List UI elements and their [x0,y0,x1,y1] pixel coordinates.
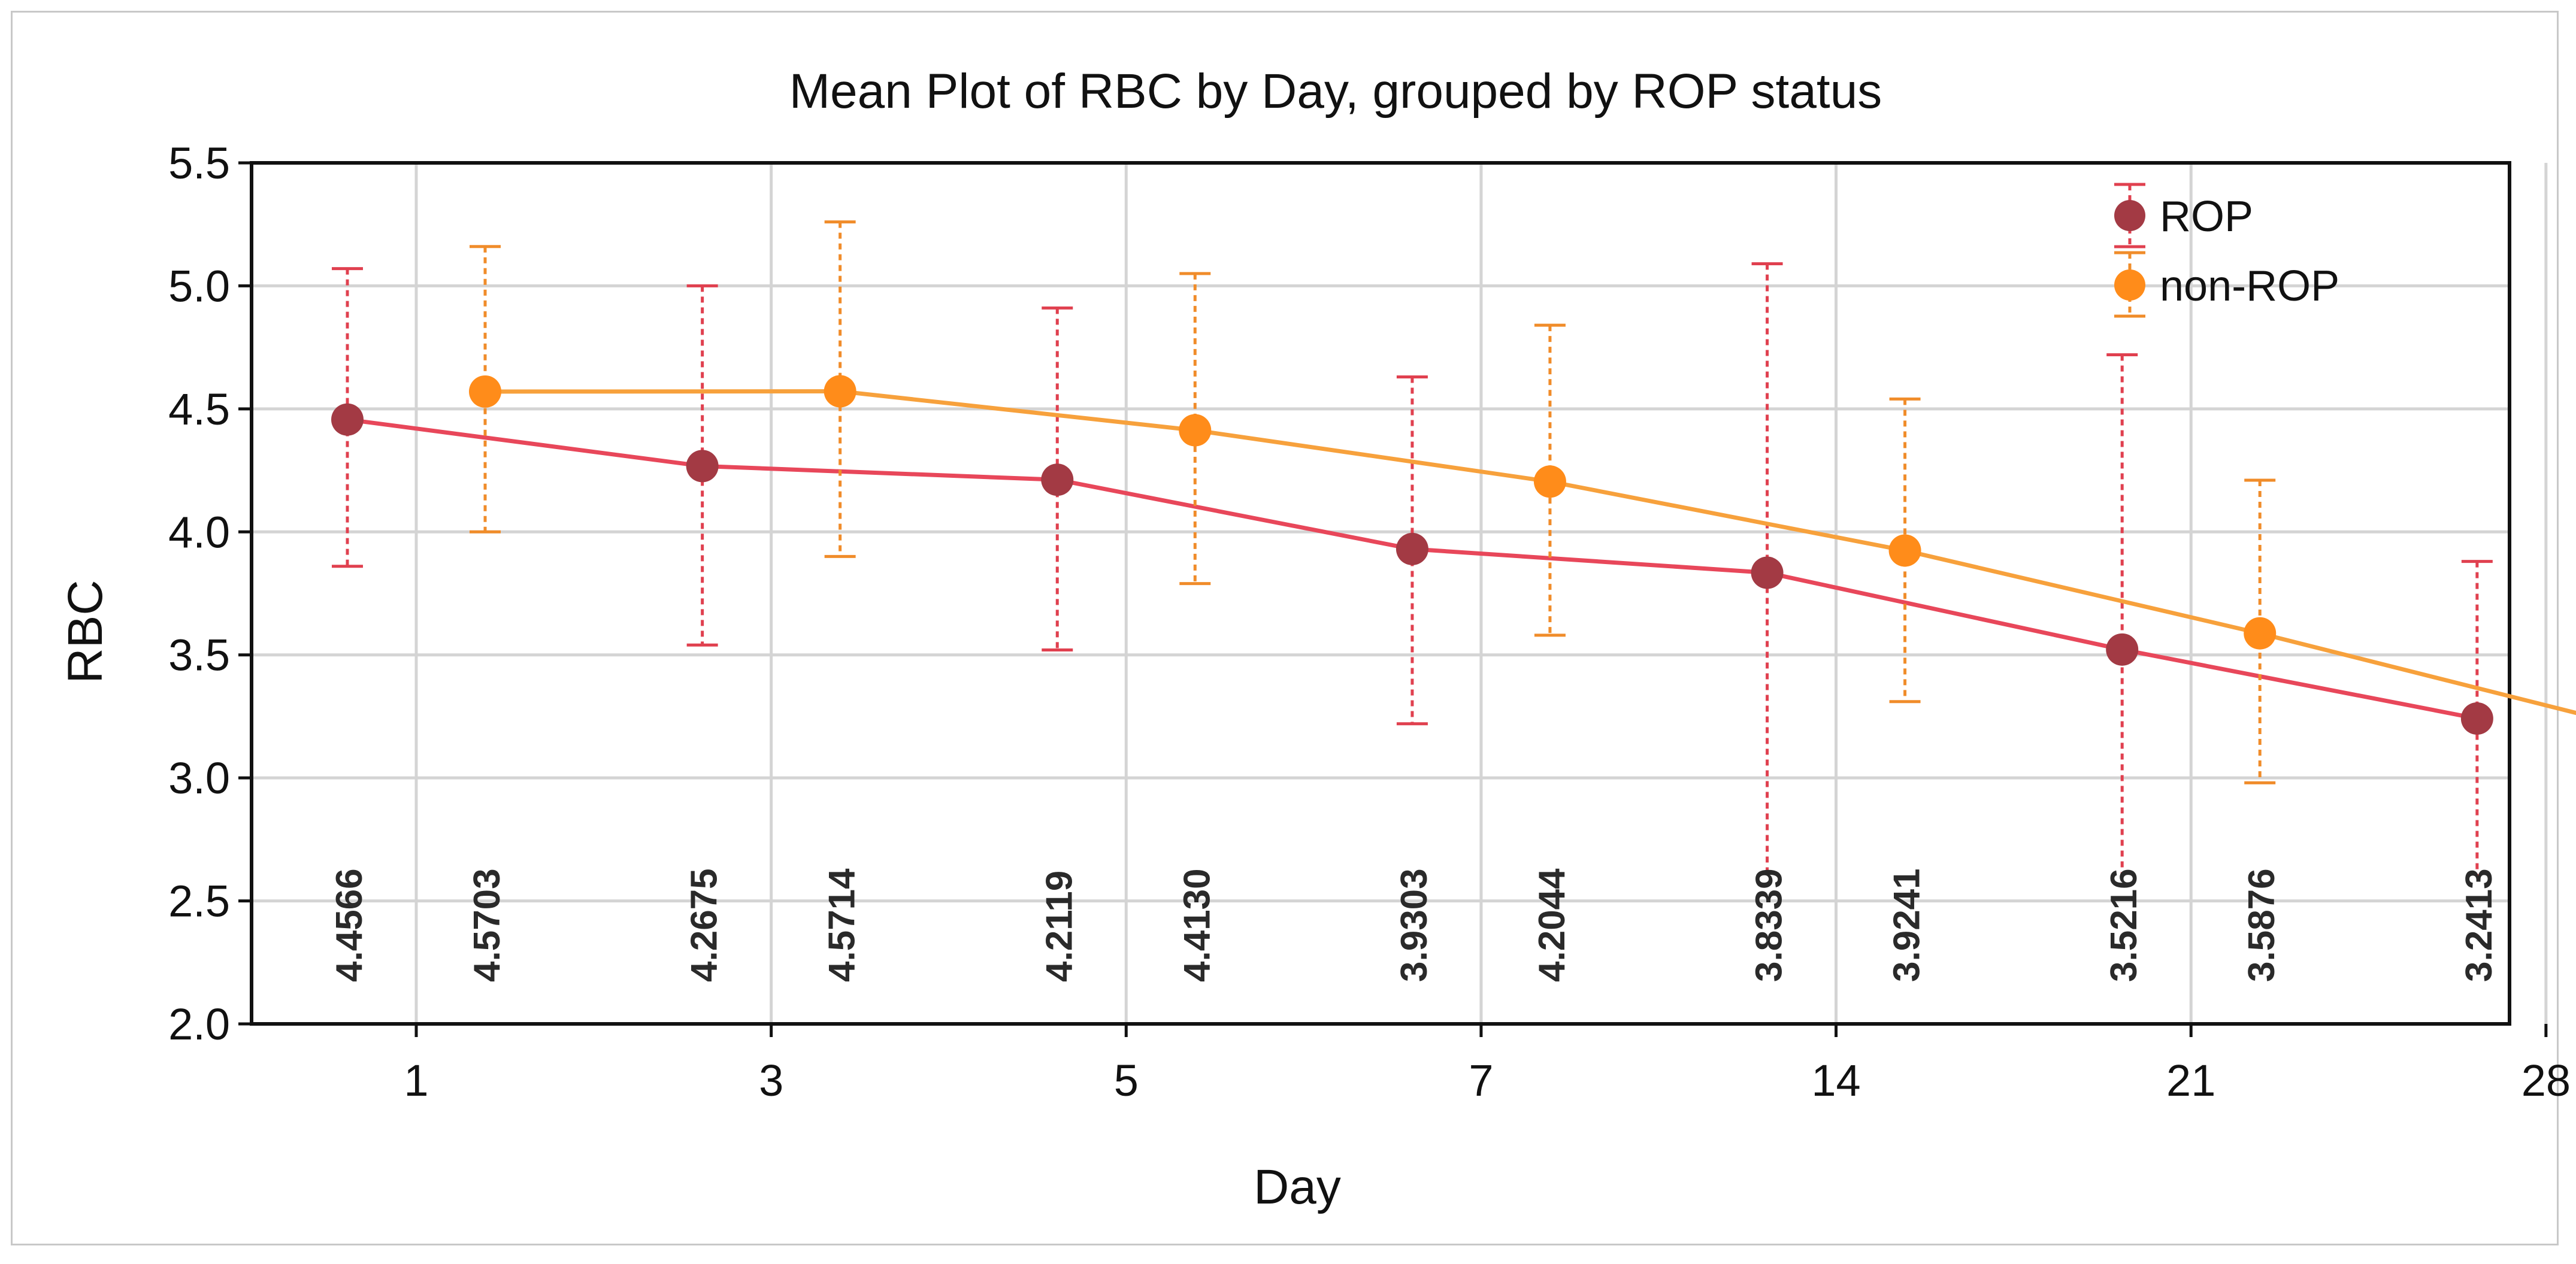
y-tick-label-0: 2.0 [168,999,230,1049]
data-label-rop-5: 3.5216 [2103,868,2145,982]
series-non-rop [469,220,2576,784]
legend-non-rop-label: non-ROP [2160,262,2339,310]
x-tick-label-3: 7 [1469,1056,1493,1105]
point-non-rop-5 [2244,617,2277,650]
data-label-rop-1: 4.2675 [684,868,725,982]
data-label-non-rop-2: 4.4130 [1176,868,1218,982]
point-rop-5 [2106,633,2139,666]
legend-non-rop-marker [2114,269,2145,301]
x-tick-label-0: 1 [404,1056,428,1105]
y-tick-label-5: 4.5 [168,384,230,434]
point-rop-0 [331,403,364,436]
legend: ROP non-ROP [2114,183,2339,318]
series-layer [331,220,2576,877]
y-tick-label-7: 5.5 [168,138,230,188]
point-non-rop-2 [1179,414,1212,447]
data-label-rop-3: 3.9303 [1394,868,1435,982]
point-non-rop-4 [1888,534,1921,567]
chart-title: Mean Plot of RBC by Day, grouped by ROP … [789,64,1882,119]
point-rop-1 [686,450,719,483]
axis-ticks: 2.0 2.5 3.0 3.5 4.0 4.5 5.0 5.5 1 3 5 7 14 21 28 [168,138,2571,1105]
data-label-rop-2: 4.2119 [1039,871,1080,982]
y-tick-label-6: 5.0 [168,261,230,311]
point-rop-6 [2460,702,2493,735]
point-rop-4 [1751,556,1784,589]
point-non-rop-0 [469,375,501,408]
legend-item-rop: ROP [2114,183,2253,248]
data-label-non-rop-3: 4.2044 [1531,868,1573,982]
x-tick-label-1: 3 [759,1056,783,1105]
data-label-non-rop-4: 3.9241 [1887,868,1928,982]
y-tick-label-4: 4.0 [168,507,230,557]
legend-rop-marker [2114,200,2145,231]
y-tick-label-2: 3.0 [168,753,230,803]
data-label-non-rop-0: 4.5703 [467,868,508,982]
data-labels: 4.4566 4.2675 4.2119 3.9303 3.8339 3.5216 3.24… [329,868,2500,982]
series-rop [331,262,2493,877]
y-axis-label: RBC [58,580,113,683]
point-rop-3 [1396,532,1428,565]
data-label-non-rop-1: 4.5714 [822,868,863,982]
y-tick-label-3: 3.5 [168,631,230,680]
x-tick-label-6: 28 [2521,1056,2571,1105]
x-tick-label-2: 5 [1114,1056,1139,1105]
point-rop-2 [1041,463,1074,496]
data-label-rop-4: 3.8339 [1749,868,1790,982]
point-non-rop-3 [1533,465,1566,498]
y-tick-label-1: 2.5 [168,877,230,926]
legend-rop-label: ROP [2160,193,2253,241]
data-label-rop-6: 3.2413 [2459,868,2500,982]
plot-frame [250,161,2511,1026]
legend-item-non-rop: non-ROP [2114,251,2339,318]
x-tick-label-5: 21 [2166,1056,2215,1105]
data-label-rop-0: 4.4566 [329,868,370,982]
point-non-rop-1 [824,375,856,408]
data-label-non-rop-5: 3.5876 [2241,868,2283,982]
x-axis-label: Day [1254,1160,1341,1214]
x-tick-label-4: 14 [1811,1056,1860,1105]
